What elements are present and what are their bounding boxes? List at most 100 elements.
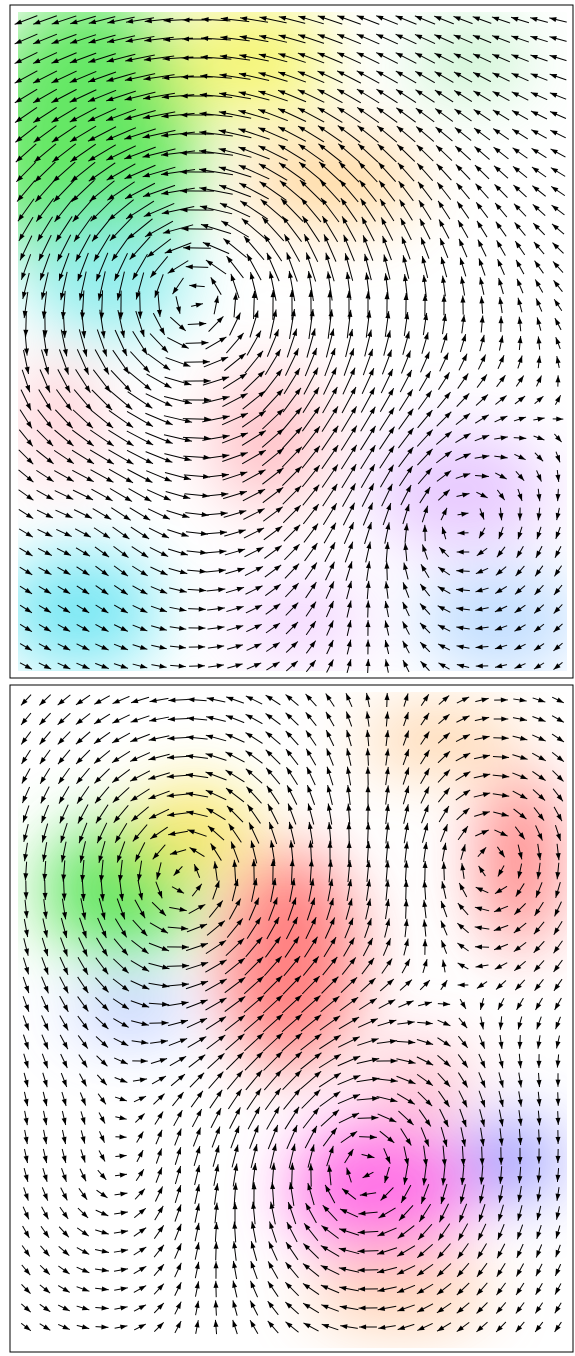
- arrow-head: [103, 367, 109, 375]
- arrow-head: [294, 505, 301, 512]
- arrow-head: [379, 180, 386, 188]
- arrow-head: [272, 661, 280, 668]
- arrow-head: [501, 716, 509, 722]
- arrow-head: [61, 1174, 67, 1182]
- arrow-head: [310, 601, 317, 609]
- arrow-head: [186, 716, 195, 722]
- arrow-head: [101, 948, 108, 957]
- arrow-head: [101, 1003, 109, 1011]
- arrow-head: [274, 349, 281, 357]
- arrow-head: [403, 582, 408, 590]
- arrow-head: [435, 126, 443, 134]
- arrow-head: [220, 357, 229, 363]
- arrow-head: [121, 984, 129, 992]
- arrow-head: [43, 1249, 50, 1257]
- arrow-head: [253, 310, 259, 318]
- arrow-head: [480, 374, 487, 382]
- arrow-head: [338, 143, 346, 151]
- arrow-head: [424, 1001, 432, 1007]
- arrow-head: [26, 475, 34, 483]
- arrow-head: [276, 408, 284, 416]
- arrow-head: [161, 345, 168, 353]
- arrow-head: [183, 475, 192, 481]
- arrow-head: [517, 1022, 523, 1030]
- arrow-head: [425, 468, 432, 475]
- arrow-head: [138, 1324, 146, 1330]
- arrow-head: [313, 406, 320, 414]
- arrow-head: [18, 233, 25, 241]
- arrow-head: [162, 228, 171, 234]
- arrow-head: [499, 395, 507, 402]
- arrow-head: [396, 1269, 405, 1275]
- arrow-head: [96, 273, 102, 282]
- arrow-head: [62, 625, 71, 632]
- arrow-head: [481, 830, 489, 836]
- arrow-head: [44, 385, 50, 393]
- arrow-head: [149, 717, 157, 723]
- arrow-head: [150, 270, 157, 278]
- arrow-head: [80, 893, 86, 901]
- arrow-head: [82, 967, 88, 975]
- arrow-head: [357, 1267, 365, 1273]
- arrow-head: [245, 695, 254, 702]
- arrow-head: [84, 513, 92, 519]
- arrow-head: [384, 803, 390, 812]
- arrow-head: [337, 70, 345, 77]
- arrow-head: [120, 1267, 128, 1273]
- arrow-head: [23, 1249, 30, 1257]
- arrow-head: [550, 167, 559, 174]
- arrow-head: [71, 195, 79, 202]
- arrow-head: [250, 1280, 256, 1289]
- arrow-head: [458, 220, 464, 228]
- arrow-head: [197, 904, 206, 910]
- arrow-head: [258, 450, 266, 456]
- arrow-head: [86, 421, 93, 429]
- arrow-head: [317, 107, 325, 114]
- arrow-head: [238, 977, 246, 984]
- arrow-head: [333, 1091, 341, 1098]
- arrow-head: [181, 944, 189, 950]
- arrow-head: [423, 804, 429, 813]
- arrow-head: [197, 1072, 205, 1080]
- arrow-head: [517, 1137, 523, 1146]
- arrow-head: [161, 946, 170, 951]
- arrow-head: [88, 19, 97, 25]
- arrow-head: [159, 607, 167, 612]
- arrow-head: [422, 1159, 428, 1167]
- arrow-head: [42, 911, 48, 919]
- arrow-head: [443, 805, 449, 814]
- arrow-head: [217, 606, 225, 612]
- arrow-head: [215, 1108, 222, 1116]
- arrow-head: [245, 732, 253, 739]
- arrow-head: [478, 1214, 484, 1222]
- arrow-head: [265, 713, 273, 720]
- arrow-head: [66, 421, 73, 429]
- arrow-head: [39, 757, 46, 765]
- arrow-head: [219, 997, 227, 1004]
- arrow-head: [278, 53, 286, 59]
- arrow-head: [117, 855, 122, 863]
- arrow-head: [119, 1077, 128, 1083]
- arrow-head: [293, 1106, 300, 1115]
- arrow-head: [310, 582, 317, 590]
- arrow-head: [245, 768, 253, 776]
- arrow-head: [270, 858, 276, 867]
- arrow-head: [182, 513, 190, 518]
- arrow-head: [439, 547, 446, 554]
- arrow-head: [457, 530, 465, 536]
- arrow-head: [553, 964, 560, 972]
- arrow-head: [43, 967, 49, 975]
- arrow-head: [365, 841, 371, 849]
- arrow-head: [536, 1137, 542, 1145]
- arrow-head: [443, 1001, 451, 1007]
- arrow-head: [530, 17, 538, 22]
- arrow-head: [237, 938, 245, 945]
- arrow-head: [220, 16, 228, 22]
- arrow-head: [531, 129, 539, 136]
- arrow-head: [139, 1077, 148, 1083]
- arrow-head: [404, 504, 410, 512]
- arrow-head: [536, 375, 542, 383]
- arrow-head: [23, 1211, 29, 1220]
- arrow-head: [275, 526, 283, 533]
- arrow-head: [40, 292, 46, 300]
